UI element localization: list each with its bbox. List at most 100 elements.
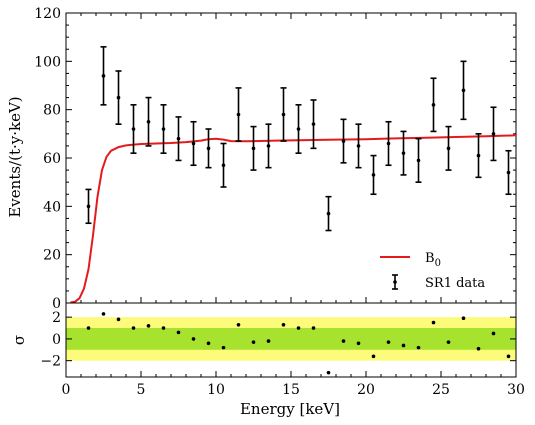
legend-label-sr1: SR1 data <box>425 276 485 291</box>
x-tick-label: 25 <box>432 382 450 398</box>
data-point <box>325 195 332 232</box>
residual-point <box>356 341 361 346</box>
residual-axis-title: σ <box>10 335 28 345</box>
data-point <box>415 137 422 183</box>
main-panel: 0 20 40 60 80 100 120 <box>34 6 517 312</box>
band-1sigma <box>66 328 516 350</box>
y-axis-title: Events/(t·y·keV) <box>6 96 24 217</box>
data-marker <box>131 127 136 131</box>
data-point <box>400 130 407 176</box>
data-marker <box>371 173 376 177</box>
y-tick-label: 40 <box>43 199 61 215</box>
y-tick-label: 20 <box>43 248 61 264</box>
residual-point <box>446 340 451 344</box>
data-marker <box>191 141 196 146</box>
model-curve-b0 <box>70 134 517 304</box>
residual-point <box>491 331 496 336</box>
residual-point <box>401 343 406 348</box>
residual-point <box>461 316 466 321</box>
data-marker <box>341 139 346 143</box>
residual-tick-label: 0 <box>52 332 61 348</box>
residual-point <box>476 346 481 351</box>
data-point <box>100 46 107 106</box>
data-marker <box>446 146 451 151</box>
data-point <box>175 116 182 162</box>
data-marker <box>236 112 241 117</box>
data-marker <box>161 127 166 131</box>
legend-marker <box>393 280 397 284</box>
data-marker <box>431 103 436 107</box>
data-marker <box>356 144 361 148</box>
data-marker <box>251 146 256 151</box>
data-point <box>265 123 272 169</box>
residual-tick-label: −2 <box>40 354 61 370</box>
data-point <box>145 96 152 147</box>
data-marker <box>461 88 466 93</box>
data-point <box>235 87 242 142</box>
data-point <box>85 188 92 225</box>
data-point <box>220 142 227 188</box>
x-tick-label: 5 <box>137 382 146 398</box>
residual-point <box>146 324 151 328</box>
data-point <box>160 104 167 154</box>
residual-point <box>191 337 196 341</box>
legend-label-b0: B0 <box>425 251 441 269</box>
x-tick-label: 20 <box>357 382 375 398</box>
residual-point <box>326 370 331 375</box>
residual-point <box>131 326 136 330</box>
y-tick-label: 100 <box>34 54 61 70</box>
residual-point <box>101 312 106 316</box>
legend: B0 SR1 data <box>380 251 485 291</box>
x-tick-label: 0 <box>62 382 71 398</box>
data-point <box>250 125 257 171</box>
residual-point <box>206 341 211 346</box>
x-axis-title: Energy [keV] <box>240 400 340 418</box>
residual-panel: 0 5 10 15 20 25 30−202 <box>40 302 525 398</box>
data-point <box>130 104 137 154</box>
residual-point <box>386 340 391 344</box>
data-point <box>340 118 347 164</box>
data-point <box>460 60 467 121</box>
data-marker <box>311 122 316 126</box>
residual-point <box>341 339 346 343</box>
data-marker <box>146 119 151 124</box>
residual-point <box>116 317 121 322</box>
data-marker <box>176 136 181 141</box>
data-marker <box>416 158 421 163</box>
residual-point <box>506 354 511 359</box>
data-marker <box>116 95 121 100</box>
data-point <box>355 123 362 169</box>
data-point <box>445 125 452 171</box>
y-tick-label: 80 <box>43 103 61 119</box>
residual-point <box>431 320 436 325</box>
residual-point <box>281 322 286 327</box>
residual-point <box>266 339 271 343</box>
data-marker <box>266 144 271 148</box>
data-point <box>370 154 377 196</box>
data-marker <box>206 146 211 151</box>
data-point <box>205 128 212 169</box>
data-marker <box>86 204 91 209</box>
residual-point <box>161 326 166 330</box>
x-tick-label: 30 <box>507 382 525 398</box>
x-tick-label: 10 <box>207 382 225 398</box>
data-point <box>385 120 392 167</box>
data-point <box>190 120 197 167</box>
y-tick-label: 60 <box>43 151 61 167</box>
data-marker <box>296 127 301 131</box>
residual-point <box>176 330 181 335</box>
residual-point <box>296 326 301 330</box>
data-point <box>310 99 317 150</box>
y-tick-label: 0 <box>52 296 61 312</box>
data-marker <box>221 163 226 168</box>
data-point <box>475 133 482 179</box>
residual-point <box>86 326 91 330</box>
data-marker <box>506 170 511 175</box>
data-point <box>295 104 302 154</box>
data-marker <box>101 74 106 78</box>
residual-point <box>371 354 376 359</box>
data-point <box>490 106 497 162</box>
data-point <box>115 70 122 125</box>
data-marker <box>476 153 481 158</box>
